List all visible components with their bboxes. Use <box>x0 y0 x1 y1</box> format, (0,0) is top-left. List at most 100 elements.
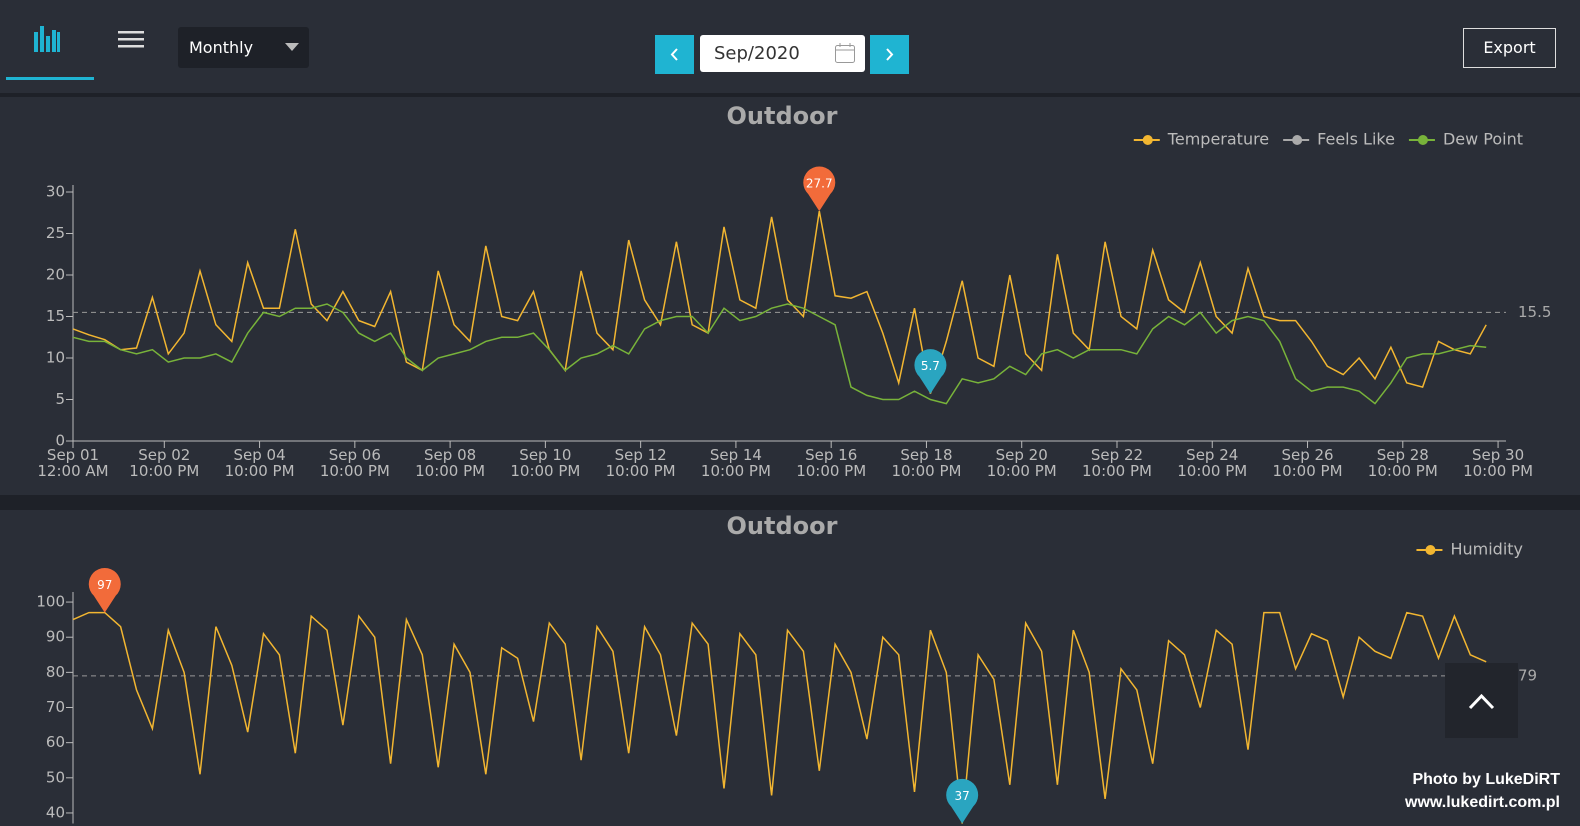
data-line <box>72 303 1487 405</box>
y-tick-label: 40 <box>46 803 65 821</box>
x-tick-label: Sep 26 10:00 PM <box>1273 446 1343 480</box>
x-tick-label-line: Sep 10 <box>519 446 571 464</box>
average-label: 79 <box>1518 666 1537 684</box>
date-value: Sep/2020 <box>714 43 800 64</box>
watermark: Photo by LukeDiRT www.lukedirt.com.pl <box>1405 768 1560 814</box>
x-tick-label-line: 10:00 PM <box>1082 462 1152 480</box>
chart-panel <box>0 510 1580 826</box>
legend-label: Feels Like <box>1317 130 1395 149</box>
extreme-pin <box>946 778 979 824</box>
extreme-label: 37 <box>955 789 970 803</box>
legend-marker <box>1142 135 1153 145</box>
y-tick-label: 15 <box>46 307 65 325</box>
y-tick-label: 100 <box>36 593 65 611</box>
average-label: 15.5 <box>1518 303 1551 321</box>
y-tick-label: 60 <box>46 733 65 751</box>
prev-button[interactable] <box>655 35 694 74</box>
legend-label: Temperature <box>1167 130 1269 149</box>
next-button[interactable] <box>870 35 909 74</box>
x-tick-label-line: Sep 16 <box>805 446 857 464</box>
x-tick-label-line: 10:00 PM <box>129 462 199 480</box>
x-tick-label-line: 10:00 PM <box>891 462 961 480</box>
y-tick-label: 90 <box>46 628 65 646</box>
extreme-label: 97 <box>97 578 112 592</box>
x-tick-label-line: 10:00 PM <box>796 462 866 480</box>
legend-marker <box>1292 135 1303 145</box>
x-tick-label-line: 10:00 PM <box>1368 462 1438 480</box>
x-tick-label: Sep 20 10:00 PM <box>987 446 1057 480</box>
y-tick-label: 20 <box>46 266 65 284</box>
x-tick-label: Sep 22 10:00 PM <box>1082 446 1152 480</box>
x-tick-label: Sep 02 10:00 PM <box>129 446 199 480</box>
x-tick-label-line: 10:00 PM <box>225 462 295 480</box>
x-tick-label-line: 10:00 PM <box>701 462 771 480</box>
x-tick-label-line: 10:00 PM <box>1273 462 1343 480</box>
x-tick-label: Sep 14 10:00 PM <box>701 446 771 480</box>
x-tick-label-line: Sep 06 <box>329 446 381 464</box>
x-tick-label-line: Sep 08 <box>424 446 476 464</box>
extreme-pin <box>803 166 836 212</box>
extreme-pin <box>88 567 121 613</box>
x-tick-label-line: Sep 24 <box>1186 446 1238 464</box>
x-tick-label-line: 10:00 PM <box>987 462 1057 480</box>
x-tick-label-line: Sep 18 <box>900 446 952 464</box>
y-tick-label: 10 <box>46 349 65 367</box>
x-tick-label-line: Sep 12 <box>615 446 667 464</box>
y-tick-label: 50 <box>46 768 65 786</box>
x-tick-label: Sep 06 10:00 PM <box>320 446 390 480</box>
x-tick-label: Sep 16 10:00 PM <box>796 446 866 480</box>
x-tick-label: Sep 04 10:00 PM <box>225 446 295 480</box>
export-button[interactable]: Export <box>1463 28 1556 68</box>
x-tick-label: Sep 10 10:00 PM <box>510 446 580 480</box>
scroll-top-button[interactable] <box>1445 663 1518 738</box>
x-tick-label-line: 12:00 AM <box>37 462 108 480</box>
y-tick-label: 80 <box>46 663 65 681</box>
y-tick-label: 25 <box>46 224 65 242</box>
data-line <box>72 611 1487 824</box>
x-tick-label: Sep 12 10:00 PM <box>606 446 676 480</box>
x-tick-label-line: 10:00 PM <box>510 462 580 480</box>
x-tick-label: Sep 18 10:00 PM <box>891 446 961 480</box>
date-input[interactable]: Sep/2020 <box>700 35 865 72</box>
x-tick-label-line: Sep 30 <box>1472 446 1524 464</box>
chart-title: Outdoor <box>727 512 838 540</box>
x-tick-label: Sep 01 12:00 AM <box>37 446 108 480</box>
dropdown-arrow <box>285 43 299 51</box>
x-tick-label: Sep 08 10:00 PM <box>415 446 485 480</box>
x-tick-label-line: Sep 28 <box>1377 446 1429 464</box>
y-tick-label: 70 <box>46 698 65 716</box>
x-tick-label-line: Sep 22 <box>1091 446 1143 464</box>
y-tick-label: 0 <box>55 432 65 450</box>
watermark-line: Photo by LukeDiRT <box>1412 771 1560 788</box>
extreme-label: 5.7 <box>921 359 940 373</box>
chart-panel <box>0 97 1580 495</box>
view-select[interactable]: Monthly <box>178 27 309 68</box>
x-tick-label-line: Sep 20 <box>996 446 1048 464</box>
x-tick-label-line: Sep 04 <box>233 446 285 464</box>
toolbar: Monthly Sep/2020 Export <box>0 0 1580 93</box>
x-tick-label-line: Sep 26 <box>1281 446 1333 464</box>
x-tick-label-line: 10:00 PM <box>606 462 676 480</box>
extreme-label: 27.7 <box>806 177 833 191</box>
y-tick-label: 5 <box>55 390 65 408</box>
legend-marker <box>1417 135 1428 145</box>
x-tick-label: Sep 30 10:00 PM <box>1463 446 1533 480</box>
legend-label: Humidity <box>1450 540 1523 559</box>
x-tick-label-line: 10:00 PM <box>415 462 485 480</box>
x-tick-label-line: 10:00 PM <box>1463 462 1533 480</box>
extreme-pin <box>914 349 947 394</box>
watermark-line: www.lukedirt.com.pl <box>1405 794 1560 811</box>
x-tick-label-line: 10:00 PM <box>320 462 390 480</box>
chart-tab[interactable] <box>6 20 94 82</box>
calendar-icon <box>835 43 855 63</box>
x-tick-label-line: Sep 14 <box>710 446 762 464</box>
y-tick-label: 30 <box>46 183 65 201</box>
x-tick-label: Sep 28 10:00 PM <box>1368 446 1438 480</box>
menu-button[interactable] <box>118 30 146 50</box>
legend-label: Dew Point <box>1443 130 1523 149</box>
view-select-value: Monthly <box>189 38 254 57</box>
x-tick-label-line: Sep 02 <box>138 446 190 464</box>
legend-marker <box>1425 545 1436 555</box>
